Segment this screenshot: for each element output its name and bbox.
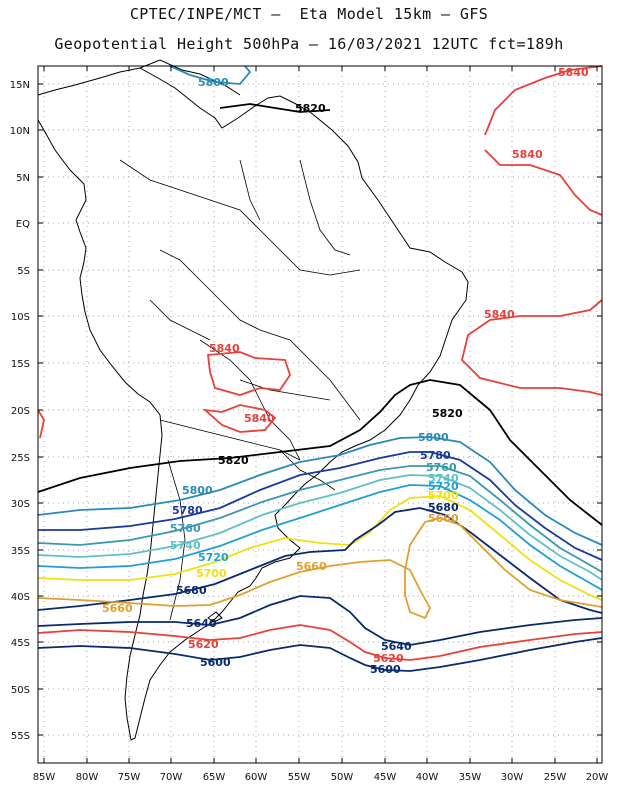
contour-label-5680: 5680 [176,584,207,597]
contour-label-5840: 5840 [512,148,543,161]
lon-tick-label: 65W [203,772,226,783]
lon-tick-label: 70W [160,772,183,783]
contour-label-5800: 5800 [182,484,213,497]
contour-label-5660: 5660 [102,602,133,615]
contour-label-5840: 5840 [558,66,589,79]
lat-tick-label: EQ [16,219,30,230]
contour-label-5840: 5840 [244,412,275,425]
lat-tick-label: 35S [11,546,30,557]
country-borders [119,159,361,621]
contour-label-5640: 5640 [186,617,217,630]
map-frame [37,65,603,764]
title-line-2: Geopotential Height 500hPa – 16/03/2021 … [54,35,564,53]
contour-5780 [38,451,603,561]
contour-5660 [37,517,603,620]
coastline-borders [37,59,469,741]
contour-label-5600: 5600 [370,663,401,676]
lon-tick-label: 25W [544,772,567,783]
lat-tick-label: 50S [11,685,30,696]
lat-tick-label: 5S [17,266,30,277]
lon-tick-label: 45W [374,772,397,783]
contour-5820-north [219,103,331,113]
contour-label-5820: 5820 [218,454,249,467]
lat-tick-label: 55S [11,731,30,742]
contour-label-5840: 5840 [484,308,515,321]
falkland-islands [207,611,223,623]
graticule [38,66,602,763]
lat-tick-label: 10N [10,126,30,137]
contour-label-5760: 5760 [170,522,201,535]
lat-tick-label: 15N [10,80,30,91]
lat-tick-label: 10S [11,312,30,323]
lon-tick-label: 20W [586,772,609,783]
contour-label-5640: 5640 [381,640,412,653]
contour-label-5680: 5680 [428,501,459,514]
contour-label-5780: 5780 [172,504,203,517]
contour-label-5740: 5740 [170,539,201,552]
contour-5840-west-edge [37,409,45,439]
lon-tick-label: 80W [76,772,99,783]
caribbean-coast [139,59,241,96]
contour-label-5760: 5760 [426,461,457,474]
south-america-coast [37,67,469,741]
contour-5840-ne [484,149,603,216]
contour-label-5840: 5840 [209,342,240,355]
contour-5840-bolivia [206,351,291,396]
lon-tick-label: 60W [245,772,268,783]
lat-tick-label: 25S [11,453,30,464]
contour-label-5740: 5740 [428,472,459,485]
contour-5840-paraguay [202,404,277,433]
contour-5840-east [461,299,603,396]
contour-5800-north [169,65,252,85]
lon-tick-label: 30W [501,772,524,783]
lat-tick-label: 15S [11,359,30,370]
lat-tick-label: 40S [11,592,30,603]
lon-tick-label: 40W [416,772,439,783]
contour-label-5700: 5700 [428,489,459,502]
contour-label-5620: 5620 [188,638,219,651]
lon-tick-label: 50W [331,772,354,783]
contour-label-5620: 5620 [373,652,404,665]
contour-5760 [37,465,603,573]
contour-label-5660: 5660 [428,512,459,525]
title-line-1: CPTEC/INPE/MCT – Eta Model 15km – GFS [129,5,489,23]
contour-5700 [37,495,603,601]
contour-5740 [37,474,603,581]
contour-5720 [37,484,603,591]
axis-ticks: 15N 10N 5N EQ 5S 10S 15S 20S 25S 30S 35S 40S 45S 50S 5… [10,66,609,783]
contour-label-5700: 5700 [196,567,227,580]
lat-tick-label: 5N [16,173,30,184]
lat-tick-label: 45S [11,638,30,649]
contour-labels: 5840 5840 5840 5840 5840 5820 5820 5820 5800 5800… [102,66,589,676]
lat-tick-label: 30S [11,499,30,510]
contour-label-5720: 5720 [428,480,459,493]
contour-label-5800: 5800 [198,76,229,89]
contour-label-5660: 5660 [296,560,327,573]
lon-tick-label: 35W [459,772,482,783]
lat-tick-label: 20S [11,406,30,417]
contour-5600 [37,637,603,672]
contour-5840-top [484,65,603,136]
contour-5820-main [37,379,603,526]
central-america-coast [37,119,87,221]
lon-tick-label: 75W [118,772,141,783]
contour-label-5780: 5780 [420,449,451,462]
contour-label-5800: 5800 [418,431,449,444]
contour-label-5600: 5600 [200,656,231,669]
contour-5800-main [37,436,603,546]
lon-tick-label: 85W [33,772,56,783]
contour-5680 [37,507,603,614]
contour-5640 [37,595,603,646]
contour-label-5720: 5720 [198,551,229,564]
contour-label-5820: 5820 [295,102,326,115]
contour-label-5820: 5820 [432,407,463,420]
contour-5620 [37,624,603,661]
contour-lines [37,65,603,672]
lon-tick-label: 55W [288,772,311,783]
